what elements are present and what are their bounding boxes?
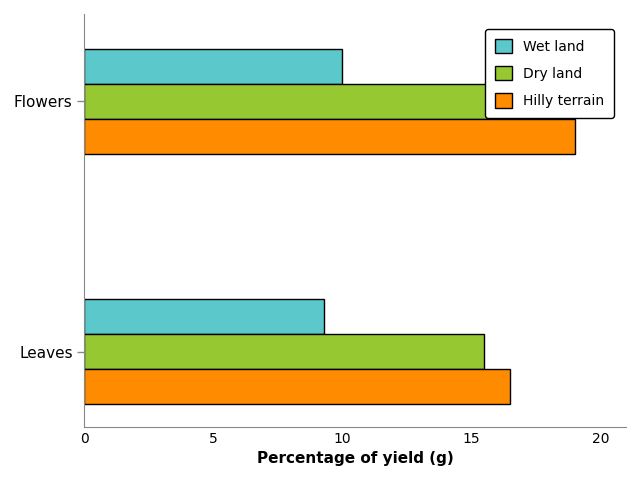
Bar [84,334,484,369]
Bar [84,119,575,154]
Bar [84,49,342,84]
Bar [84,299,324,334]
X-axis label: Percentage of yield (g): Percentage of yield (g) [257,451,454,466]
Bar [84,84,536,119]
Legend: Wet land, Dry land, Hilly terrain: Wet land, Dry land, Hilly terrain [485,29,614,118]
Bar [84,369,510,404]
